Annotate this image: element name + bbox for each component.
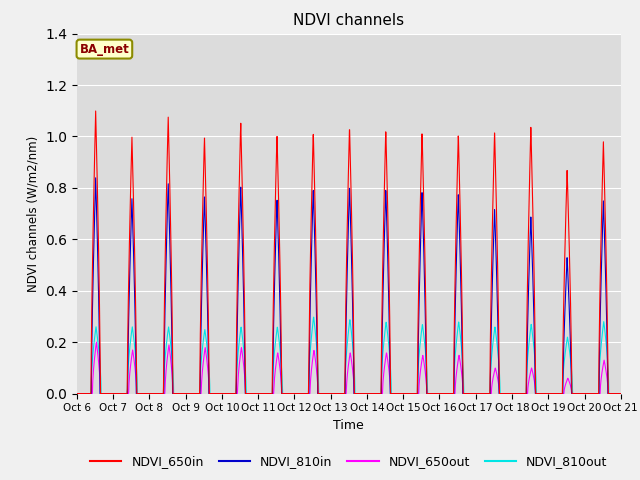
Text: BA_met: BA_met [79, 43, 129, 56]
Title: NDVI channels: NDVI channels [293, 13, 404, 28]
Legend: NDVI_650in, NDVI_810in, NDVI_650out, NDVI_810out: NDVI_650in, NDVI_810in, NDVI_650out, NDV… [85, 450, 612, 473]
Y-axis label: NDVI channels (W/m2/nm): NDVI channels (W/m2/nm) [26, 135, 40, 292]
X-axis label: Time: Time [333, 419, 364, 432]
